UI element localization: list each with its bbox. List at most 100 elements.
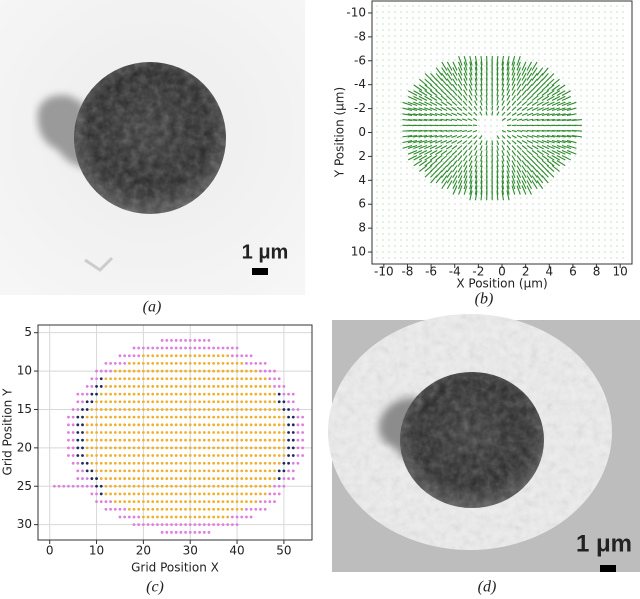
field-dot [454,197,456,199]
field-dot [484,17,486,19]
field-arrow [462,145,468,151]
field-arrow [506,129,512,133]
field-arrow [485,100,488,106]
grid-point [226,385,230,388]
field-arrow [501,72,505,81]
field-dot [520,233,522,235]
field-dot [394,131,396,133]
field-dot [622,143,624,145]
grid-point [90,431,94,434]
field-arrow [462,112,468,116]
field-dot [388,143,390,145]
field-dot [442,65,444,67]
field-arrow [424,160,433,167]
field-dot [448,77,450,79]
field-dot [556,179,558,181]
grid-point [188,354,192,358]
grid-point [291,477,295,480]
field-dot [466,137,468,139]
grid-point [113,431,117,434]
field-dot [544,29,546,31]
field-dot [430,191,432,193]
field-dot [574,131,576,133]
field-dot [466,71,468,73]
field-arrow [418,144,428,150]
grid-point [179,377,183,381]
field-dot [430,17,432,19]
field-dot [562,173,564,175]
field-dot [472,41,474,43]
grid-point [123,477,127,480]
grid-point [226,507,230,511]
field-dot [436,23,438,25]
grid-point [193,346,197,350]
field-arrow [445,106,453,111]
field-dot [514,17,516,19]
field-dot [478,257,480,259]
grid-point [198,484,201,488]
grid-point [90,477,94,480]
field-dot [382,251,384,253]
grid-point [90,385,94,388]
grid-point [113,507,117,511]
field-arrow [506,118,512,122]
field-dot [388,95,390,97]
field-dot [592,17,594,19]
grid-point [207,400,211,404]
field-arrow [511,89,516,96]
y-axis-label: Grid Position Y [1,388,15,476]
grid-point [113,400,117,404]
field-arrow [536,180,544,190]
field-dot [538,95,540,97]
field-arrow [551,155,561,161]
field-dot [406,191,408,193]
field-dot [436,143,438,145]
field-dot [430,131,432,133]
grid-point [277,438,281,442]
field-dot [424,71,426,73]
field-arrow [474,180,478,190]
field-dot [382,89,384,91]
field-dot [538,215,540,217]
field-arrow [424,78,433,86]
field-dot [448,83,450,85]
field-dot [478,167,480,169]
grid-point [113,369,117,373]
grid-point [226,346,230,350]
field-arrow [506,155,511,162]
field-dot [442,167,444,169]
field-arrow [407,101,418,107]
grid-point [127,461,131,465]
field-dot [490,233,492,235]
grid-point [170,361,173,365]
field-dot [496,47,498,49]
field-arrow [463,67,468,76]
field-dot [610,83,612,85]
grid-point [151,438,155,442]
grid-point [170,369,173,373]
field-arrow [418,165,428,172]
field-dot [622,107,624,109]
grid-point [249,400,253,404]
grid-point [146,477,150,480]
field-dot [586,131,588,133]
field-dot [496,11,498,13]
field-arrow [429,89,438,96]
grid-point [127,400,131,404]
field-dot [586,53,588,55]
grid-point [141,400,145,404]
field-dot [544,137,546,139]
grid-point [230,484,234,488]
field-dot [412,233,414,235]
field-dot [472,185,474,187]
grid-point [179,469,183,473]
grid-point [230,461,234,465]
field-dot [382,59,384,61]
field-dot [562,185,564,187]
field-dot [586,215,588,217]
field-dot [592,251,594,253]
field-dot [508,149,510,151]
field-arrow [452,170,458,179]
grid-point [151,423,155,427]
field-dot [448,101,450,103]
